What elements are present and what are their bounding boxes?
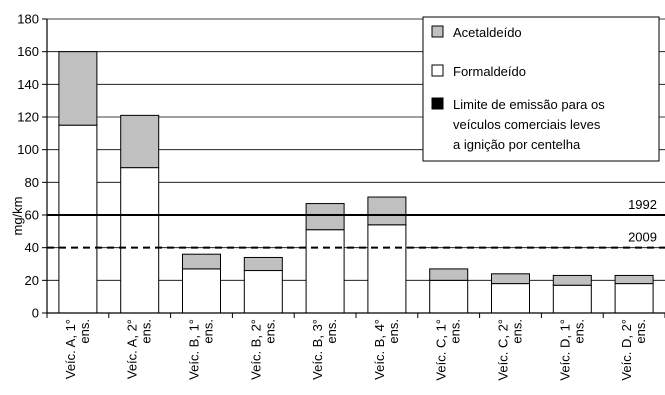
x-tick-label-line: Veíc. B, 1°: [187, 319, 202, 380]
y-tick-label: 100: [17, 142, 39, 157]
bar-segment-formaldeido: [243, 270, 283, 314]
bar-segment-acetaldeido: [552, 274, 592, 286]
legend: Acetaldeído Formaldeído Limite de emissão …: [422, 16, 660, 162]
y-tick-label: 0: [32, 306, 39, 321]
x-tick-label: Veíc. A, 1° ens.: [63, 319, 92, 379]
x-tick-label-line: Veíc. B, 3°: [310, 319, 325, 380]
bar-segment-acetaldeido: [58, 51, 98, 126]
x-tick-label-line: ens.: [77, 319, 92, 344]
y-tick-label: 40: [25, 240, 39, 255]
y-tick-labels: 0 20 40 60 80 100 120 140 160 180: [17, 12, 47, 321]
x-tick-label-line: Veíc. C, 2°: [496, 319, 511, 381]
x-tick-label-line: ens.: [510, 319, 525, 344]
legend-label: Acetaldeído: [453, 25, 522, 40]
x-tick-label: Veíc. C, 1° ens.: [434, 319, 463, 381]
bar-segment-acetaldeido: [429, 268, 469, 281]
x-tick-label-line: ens.: [201, 319, 216, 344]
bar-segment-formaldeido: [552, 284, 592, 314]
bar-segment-formaldeido: [614, 283, 654, 314]
y-tick-label: 180: [17, 12, 39, 27]
x-tick-label: Veíc. A, 2° ens.: [125, 319, 154, 379]
reference-line-label: 1992: [628, 197, 657, 212]
bar-segment-formaldeido: [305, 229, 345, 314]
x-tick-label-line: Veíc. B, 2°: [248, 319, 263, 380]
x-tick-label: Veíc. D, 1° ens.: [557, 319, 586, 381]
bar-segment-acetaldeido: [614, 274, 654, 285]
x-tick-label: Veíc. B, 2° ens.: [248, 319, 277, 380]
legend-label: Formaldeído: [453, 64, 526, 79]
x-tick-label-line: ens.: [324, 319, 339, 344]
x-tick-label-line: ens.: [262, 319, 277, 344]
x-tick-label-line: ens.: [386, 319, 401, 344]
y-tick-label: 160: [17, 44, 39, 59]
x-tick-label: Veíc. B, 3° ens.: [310, 319, 339, 380]
x-tick-label-line: Veíc. A, 2°: [125, 319, 140, 379]
x-tick-label-line: Veíc. B, 4°: [372, 319, 387, 380]
x-tick-labels: Veíc. A, 1° ens. Veíc. A, 2° ens. Veíc. B, 1…: [63, 319, 648, 381]
reference-line-label: 2009: [628, 230, 657, 245]
legend-label: a ignição por centelha: [453, 137, 581, 152]
x-tick-label-line: ens.: [448, 319, 463, 344]
legend-label: Limite de emissão para os: [453, 97, 605, 112]
x-tick-label: Veíc. B, 4° ens.: [372, 319, 401, 380]
x-tick-label-line: Veíc. C, 1°: [434, 319, 449, 381]
legend-swatch: [431, 97, 444, 110]
y-tick-label: 140: [17, 77, 39, 92]
x-tick-label: Veíc. D, 2° ens.: [619, 319, 648, 381]
bar-segment-formaldeido: [58, 124, 98, 314]
y-tick-label: 120: [17, 110, 39, 125]
x-tick-label-line: ens.: [571, 319, 586, 344]
y-tick-label: 20: [25, 273, 39, 288]
x-tick-label: Veíc. B, 1° ens.: [187, 319, 216, 380]
legend-swatch: [431, 25, 444, 38]
x-tick-label-line: Veíc. D, 1°: [557, 319, 572, 381]
legend-swatch: [431, 64, 444, 77]
bar-segment-formaldeido: [182, 268, 221, 314]
reference-lines: 1992 2009: [47, 197, 665, 249]
y-tick-label: 60: [25, 208, 39, 223]
x-tick-label: Veíc. C, 2° ens.: [496, 319, 525, 381]
bar-segment-formaldeido: [491, 283, 530, 314]
bar-segment-formaldeido: [367, 224, 407, 314]
bar-segment-acetaldeido: [243, 256, 283, 272]
bar-segment-formaldeido: [120, 167, 160, 314]
legend-box: [422, 16, 660, 162]
axes: [46, 19, 665, 318]
x-tick-label-line: Veíc. D, 2°: [619, 319, 634, 381]
y-axis-label: mg/km: [10, 197, 25, 236]
bars: [58, 51, 654, 314]
bar-segment-formaldeido: [429, 279, 469, 314]
x-tick-label-line: Veíc. A, 1°: [63, 319, 78, 379]
bar-segment-acetaldeido: [491, 273, 530, 285]
legend-label: veículos comerciais leves: [453, 117, 601, 132]
bar-segment-acetaldeido: [367, 196, 407, 226]
y-tick-label: 80: [25, 175, 39, 190]
bar-segment-acetaldeido: [305, 203, 345, 231]
x-tick-label-line: ens.: [139, 319, 154, 344]
bar-segment-acetaldeido: [120, 114, 160, 169]
bar-segment-acetaldeido: [182, 253, 221, 270]
x-tick-label-line: ens.: [633, 319, 648, 344]
